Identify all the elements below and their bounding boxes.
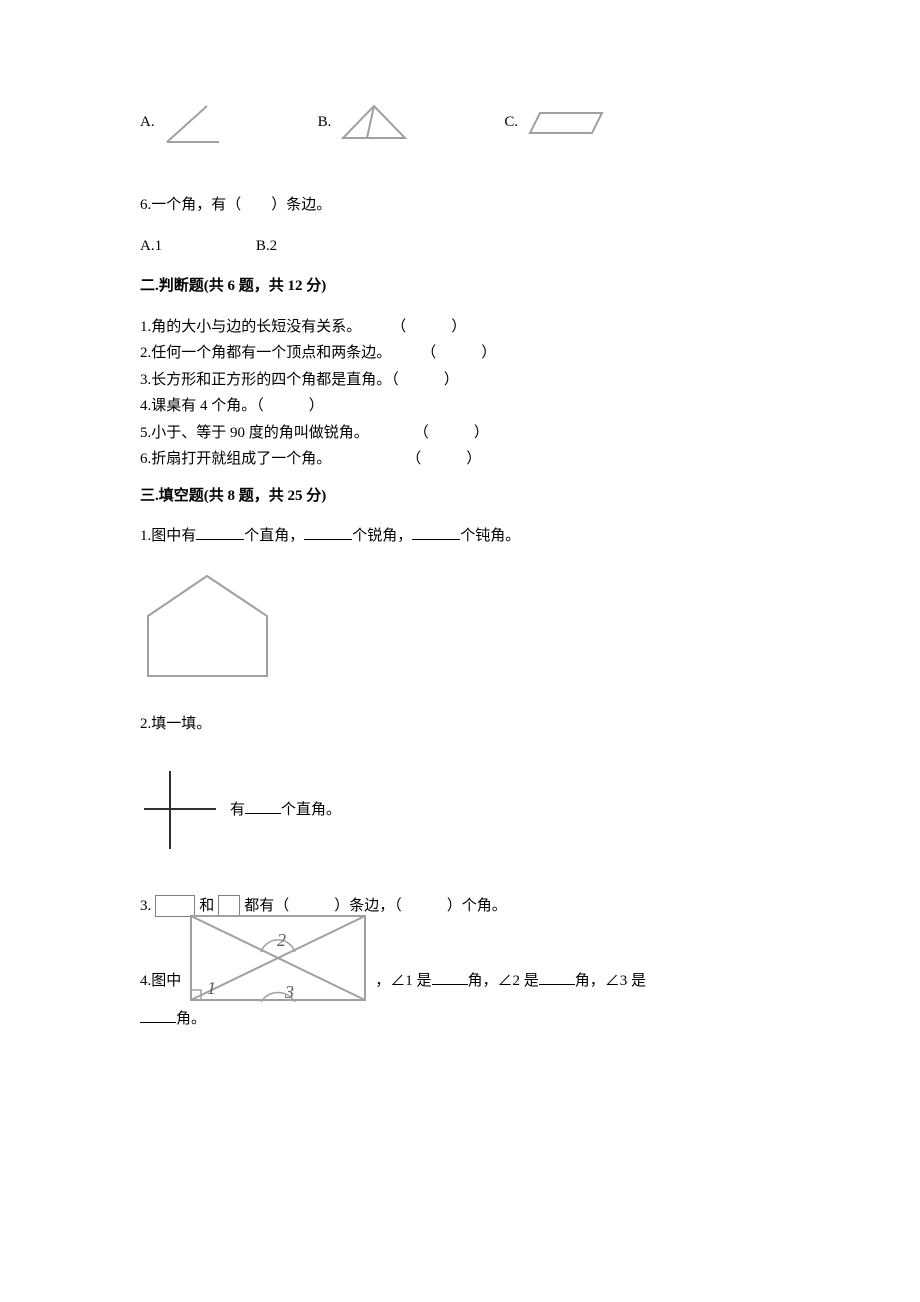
section2-item-6: 6.折扇打开就组成了一个角。 （ ） [140,448,790,471]
q5-option-b: B. [318,102,410,142]
triangle-altitude-icon [339,102,409,142]
section2-item-2: 2.任何一个角都有一个顶点和两条边。 （ ） [140,342,790,365]
section2-item-3: 3.长方形和正方形的四个角都是直角。（ ） [140,369,790,392]
q5-option-c: C. [504,107,606,137]
q4-blank-1 [432,970,468,985]
q3-pre: 3. [140,895,151,918]
q1-mid3: 个钝角。 [460,528,520,544]
section2-item-1: 1.角的大小与边的长短没有关系。 （ ） [140,316,790,339]
q5-option-a: A. [140,100,223,144]
house-figure [140,568,275,683]
section3-q1: 1.图中有 个直角， 个锐角， 个钝角。 [140,525,790,548]
q6-option-a: A.1 [140,235,162,258]
rectangle-diagonals-icon: 1 2 3 [183,908,373,1008]
q4-tail: ，∠1 是 角，∠2 是 角，∠3 是 [375,970,646,1008]
q5-option-b-label: B. [318,111,332,134]
section2-title: 二.判断题(共 6 题，共 12 分) [140,275,790,298]
q6-text: 6.一个角，有（ ）条边。 [140,194,790,217]
q2-pre: 有 [230,802,245,818]
q5-option-c-label: C. [504,111,518,134]
svg-text:2: 2 [277,930,286,950]
q1-mid2: 个锐角， [352,528,412,544]
q1-blank-2 [304,525,352,540]
section3-q4: 4.图中 1 2 3 ，∠1 是 角，∠2 是 角，∠3 是 [140,908,790,1008]
q5-option-a-label: A. [140,111,155,134]
house-pentagon-icon [140,568,275,683]
q4-line2: 角。 [140,1008,790,1031]
q1-blank-1 [196,525,244,540]
q5-option-row: A. B. C. [140,100,790,144]
q6-options: A.1 B.2 [140,235,790,258]
section2-item-4: 4.课桌有 4 个角。（ ） [140,395,790,418]
cross-icon [140,765,220,855]
parallelogram-icon [526,107,606,137]
q2-blank [245,799,281,814]
svg-text:1: 1 [207,978,216,998]
q4-t2: 角，∠2 是 [468,973,539,989]
q1-mid1: 个直角， [244,528,304,544]
svg-text:3: 3 [284,982,294,1002]
section2-item-5: 5.小于、等于 90 度的角叫做锐角。 （ ） [140,422,790,445]
q4-t3: 角，∠3 是 [575,973,646,989]
angle-acute-icon [163,100,223,144]
section3-title: 三.填空题(共 8 题，共 25 分) [140,485,790,508]
q4-t4: 角。 [176,1011,206,1027]
q6-option-b: B.2 [256,235,277,258]
q2-text: 有 个直角。 [230,799,341,822]
q4-t1: ，∠1 是 [375,973,431,989]
q4-blank-2 [539,970,575,985]
q2-post: 个直角。 [281,802,341,818]
q4-blank-3 [140,1008,176,1023]
q1-pre: 1.图中有 [140,528,196,544]
section3-q2-row: 有 个直角。 [140,765,790,855]
section3-q2-label: 2.填一填。 [140,713,790,736]
q4-pre: 4.图中 [140,970,181,1008]
q1-blank-3 [412,525,460,540]
